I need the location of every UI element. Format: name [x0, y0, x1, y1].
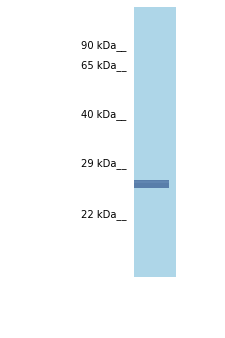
Text: 22 kDa__: 22 kDa__ [81, 209, 126, 220]
Text: 90 kDa__: 90 kDa__ [81, 40, 126, 51]
Bar [134, 180, 169, 188]
Text: 29 kDa__: 29 kDa__ [81, 159, 126, 169]
Text: 40 kDa__: 40 kDa__ [81, 110, 126, 120]
Bar [134, 7, 176, 277]
Text: 65 kDa__: 65 kDa__ [81, 61, 126, 71]
Bar [134, 181, 169, 184]
